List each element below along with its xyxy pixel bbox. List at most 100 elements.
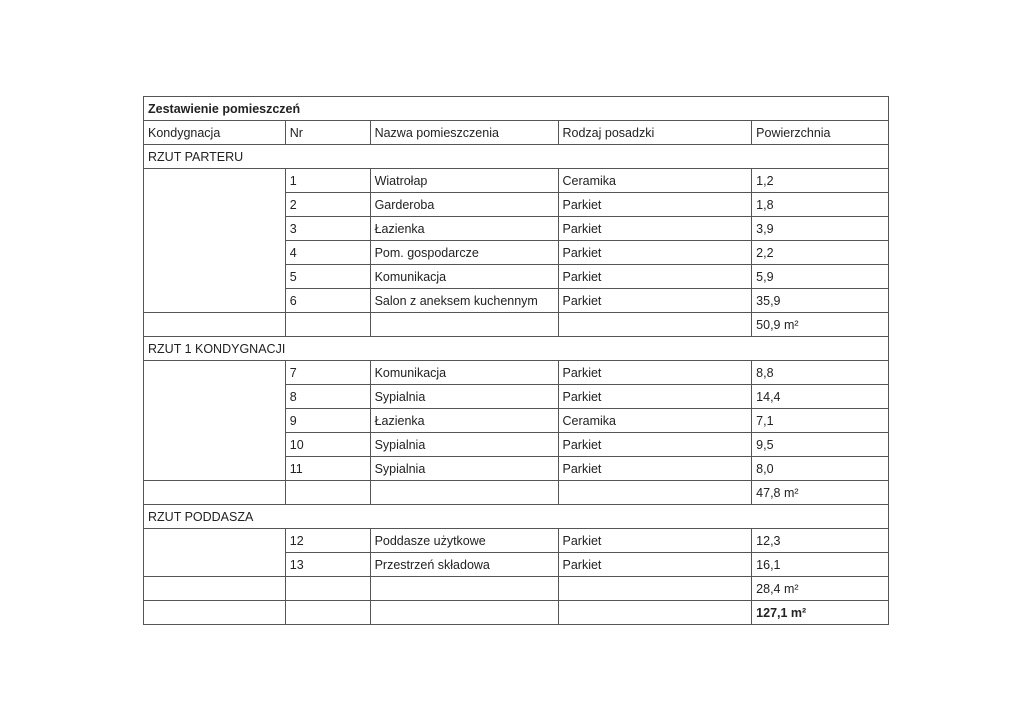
- cell: 12,3: [751, 528, 889, 553]
- cell: Pom. gospodarcze: [369, 240, 559, 265]
- cell: 35,9: [751, 288, 889, 313]
- column-header: Powierzchnia: [751, 120, 889, 145]
- cell: Ceramika: [557, 408, 753, 433]
- cell: 3,9: [751, 216, 889, 241]
- row: RZUT PARTERU: [143, 144, 889, 169]
- blank-cell: [284, 312, 371, 337]
- row: RZUT 1 KONDYGNACJI: [143, 336, 889, 361]
- row: 7 Komunikacja Parkiet 8,8: [143, 360, 889, 481]
- cell: Łazienka: [369, 408, 559, 433]
- section-name: RZUT PARTERU: [143, 144, 889, 169]
- cell: 12: [284, 528, 371, 553]
- blank-cell: [369, 576, 559, 601]
- cell: Parkiet: [557, 288, 753, 313]
- blank-cell: [557, 576, 753, 601]
- cell: Parkiet: [557, 216, 753, 241]
- room-table: Zestawienie pomieszczeń Kondygnacja Nr Nazw…: [143, 96, 889, 625]
- subtotal: 47,8 m²: [751, 480, 889, 505]
- blank-cell: [284, 576, 371, 601]
- cell: Parkiet: [557, 456, 753, 481]
- cell: 11: [284, 456, 371, 481]
- cell: Parkiet: [557, 552, 753, 577]
- blank-cell: [557, 312, 753, 337]
- blank-cell: [557, 600, 753, 625]
- cell: Parkiet: [557, 384, 753, 409]
- row: 6 Salon z aneksem kuchennym Parkiet 35,9: [144, 288, 889, 313]
- blank-cell: [143, 576, 286, 601]
- cell: Parkiet: [557, 192, 753, 217]
- row: Kondygnacja Nr Nazwa pomieszczenia Rodzaj p…: [143, 120, 889, 145]
- cell: 16,1: [751, 552, 889, 577]
- cell: Parkiet: [557, 360, 753, 385]
- cell: 2: [284, 192, 371, 217]
- row: 12 Poddasze użytkowe Parkiet 12,3: [143, 528, 889, 577]
- table-title: Zestawienie pomieszczeń: [143, 96, 889, 121]
- cell: 8: [284, 384, 371, 409]
- subtotal: 50,9 m²: [751, 312, 889, 337]
- row: Zestawienie pomieszczeń: [143, 96, 889, 121]
- blank-cell: [284, 480, 371, 505]
- cell: Sypialnia: [369, 432, 559, 457]
- cell: 7,1: [751, 408, 889, 433]
- blank-cell: [143, 480, 286, 505]
- row: 3 Łazienka Parkiet 3,9: [144, 216, 889, 241]
- cell: 2,2: [751, 240, 889, 265]
- row: 5 Komunikacja Parkiet 5,9: [144, 264, 889, 289]
- subtotal: 28,4 m²: [751, 576, 889, 601]
- blank-cell: [143, 312, 286, 337]
- cell: 5: [284, 264, 371, 289]
- cell: 14,4: [751, 384, 889, 409]
- cell: 9,5: [751, 432, 889, 457]
- cell: 1: [284, 168, 371, 193]
- section-name: RZUT PODDASZA: [143, 504, 889, 529]
- cell: Salon z aneksem kuchennym: [369, 288, 559, 313]
- cell: Parkiet: [557, 528, 753, 553]
- cell: Sypialnia: [369, 456, 559, 481]
- column-header: Rodzaj posadzki: [557, 120, 753, 145]
- cell: 7: [284, 360, 371, 385]
- cell: 5,9: [751, 264, 889, 289]
- row: 47,8 m²: [143, 480, 889, 505]
- row: RZUT PODDASZA: [143, 504, 889, 529]
- cell: 10: [284, 432, 371, 457]
- blank-cell: [369, 312, 559, 337]
- row: 50,9 m²: [143, 312, 889, 337]
- blank-cell: [143, 528, 286, 577]
- blank-cell: [557, 480, 753, 505]
- cell: 4: [284, 240, 371, 265]
- cell: Sypialnia: [369, 384, 559, 409]
- cell: Garderoba: [369, 192, 559, 217]
- blank-cell: [284, 600, 371, 625]
- cell: Przestrzeń składowa: [369, 552, 559, 577]
- cell: 6: [284, 288, 371, 313]
- blank-cell: [143, 168, 286, 313]
- cell: 8,0: [751, 456, 889, 481]
- blank-cell: [143, 600, 286, 625]
- column-header: Nazwa pomieszczenia: [369, 120, 559, 145]
- cell: 1,8: [751, 192, 889, 217]
- blank-cell: [369, 480, 559, 505]
- cell: Ceramika: [557, 168, 753, 193]
- row: 28,4 m²: [143, 576, 889, 601]
- row: 9 Łazienka Ceramika 7,1: [144, 408, 889, 433]
- cell: 9: [284, 408, 371, 433]
- cell: 3: [284, 216, 371, 241]
- cell: Wiatrołap: [369, 168, 559, 193]
- cell: Komunikacja: [369, 360, 559, 385]
- column-header: Nr: [284, 120, 371, 145]
- column-header: Kondygnacja: [143, 120, 286, 145]
- grand-total: 127,1 m²: [751, 600, 889, 625]
- row: 4 Pom. gospodarcze Parkiet 2,2: [144, 240, 889, 265]
- cell: Parkiet: [557, 240, 753, 265]
- cell: 1,2: [751, 168, 889, 193]
- cell: Poddasze użytkowe: [369, 528, 559, 553]
- blank-cell: [143, 360, 286, 481]
- section-name: RZUT 1 KONDYGNACJI: [143, 336, 889, 361]
- cell: 8,8: [751, 360, 889, 385]
- cell: Komunikacja: [369, 264, 559, 289]
- cell: Łazienka: [369, 216, 559, 241]
- cell: 13: [284, 552, 371, 577]
- row: 1 Wiatrołap Ceramika 1,2: [143, 168, 889, 313]
- row: 8 Sypialnia Parkiet 14,4: [144, 384, 889, 409]
